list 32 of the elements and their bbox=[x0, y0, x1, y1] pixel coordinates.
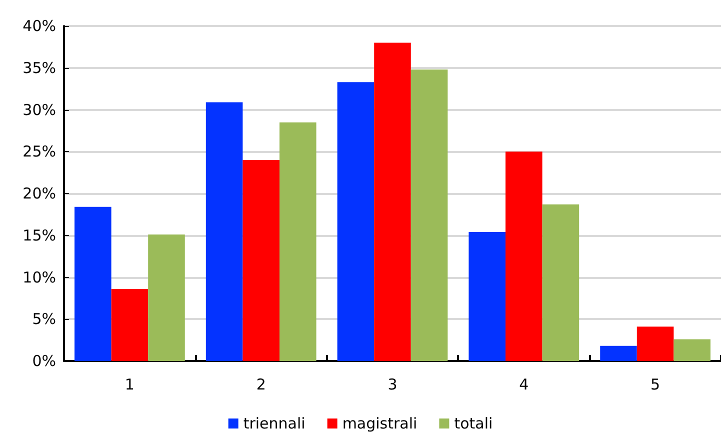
bar bbox=[674, 339, 710, 361]
bar bbox=[506, 152, 542, 361]
bar bbox=[148, 234, 185, 361]
y-tick-label: 20% bbox=[22, 184, 56, 202]
y-tick-label: 15% bbox=[22, 226, 56, 244]
x-tick-label: 3 bbox=[388, 376, 398, 394]
x-tick-label: 4 bbox=[519, 376, 529, 394]
y-tick-label: 0% bbox=[32, 352, 56, 370]
bar bbox=[468, 232, 506, 361]
bar bbox=[111, 288, 148, 361]
bar bbox=[600, 346, 637, 361]
legend-label: totali bbox=[454, 414, 493, 432]
y-tick-label: 5% bbox=[32, 310, 56, 328]
bar bbox=[279, 122, 316, 361]
bar bbox=[636, 326, 674, 361]
y-tick-label: 10% bbox=[22, 268, 56, 286]
y-tick-label: 25% bbox=[22, 142, 56, 161]
y-tick-label: 40% bbox=[22, 17, 56, 35]
bar bbox=[542, 204, 580, 361]
bar bbox=[337, 82, 374, 361]
y-tick-label: 35% bbox=[22, 58, 56, 77]
bar bbox=[242, 160, 280, 361]
x-tick-label: 1 bbox=[124, 376, 134, 394]
x-tick-label: 5 bbox=[650, 376, 660, 394]
bar bbox=[410, 70, 448, 361]
legend-label: magistrali bbox=[342, 414, 418, 432]
bar bbox=[374, 42, 411, 361]
bar bbox=[206, 102, 243, 361]
bar bbox=[74, 206, 112, 361]
legend-label: triennali bbox=[243, 414, 306, 432]
y-tick-label: 30% bbox=[22, 100, 56, 119]
x-tick-label: 2 bbox=[256, 376, 266, 394]
